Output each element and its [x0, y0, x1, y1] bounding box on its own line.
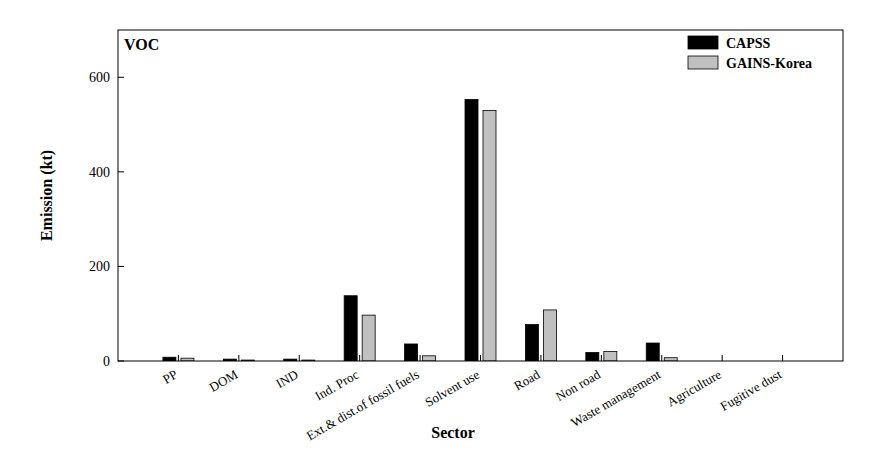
bar	[604, 352, 617, 361]
legend: CAPSS GAINS-Korea	[688, 36, 812, 71]
legend-label: CAPSS	[726, 36, 771, 51]
legend-label: GAINS-Korea	[726, 56, 812, 71]
legend-swatch	[688, 36, 718, 49]
bars	[163, 100, 677, 361]
x-tick-label: Agriculture	[664, 366, 724, 409]
chart: 0 200 400 600 PP DOM IND Ind. ProcExt.& dist.of…	[0, 0, 884, 463]
bar	[646, 343, 659, 361]
x-tick	[299, 355, 300, 361]
x-tick	[238, 355, 239, 361]
bar	[163, 357, 176, 361]
plot-frame	[118, 30, 843, 361]
bar	[586, 352, 599, 361]
y-tick	[118, 77, 124, 78]
x-tick	[722, 355, 723, 361]
y-tick-label: 400	[89, 165, 110, 180]
bar	[483, 110, 496, 361]
bar	[405, 344, 418, 361]
bar	[465, 100, 478, 361]
x-tick	[480, 355, 481, 361]
x-tick-label: Waste management	[568, 366, 663, 430]
x-axis-label: Sector	[431, 424, 475, 441]
x-tick-label: Fugitive dust	[717, 366, 784, 413]
x-tick-label: Ext.& dist.of fossil fuels	[304, 367, 422, 444]
bar	[362, 315, 375, 361]
x-tick	[782, 355, 783, 361]
y-tick	[118, 266, 124, 267]
x-tick-label: DOM	[207, 366, 241, 394]
title: VOC	[124, 36, 159, 53]
x-tick-label: IND	[273, 367, 301, 392]
x-tick	[420, 355, 421, 361]
bar	[525, 325, 538, 361]
legend-swatch	[688, 56, 718, 69]
y-tick	[118, 171, 124, 172]
x-tick	[540, 355, 541, 361]
x-tick	[601, 355, 602, 361]
y-tick-label: 600	[89, 70, 110, 85]
x-tick-label: Solvent use	[422, 366, 482, 409]
x-tick-label: Road	[511, 366, 543, 393]
x-tick	[178, 355, 179, 361]
x-tick-label: Ind. Proc	[312, 366, 361, 403]
y-tick-label: 0	[103, 354, 110, 369]
x-tick	[661, 355, 662, 361]
y-tick	[118, 361, 124, 362]
x-tick-label: Non road	[553, 366, 603, 404]
x-tick-label: PP	[160, 367, 180, 387]
x-tick	[359, 355, 360, 361]
y-tick-label: 200	[89, 259, 110, 274]
bar	[344, 296, 357, 361]
bar	[423, 356, 436, 361]
bar	[543, 310, 556, 361]
y-axis-label: Emission (kt)	[38, 150, 56, 241]
